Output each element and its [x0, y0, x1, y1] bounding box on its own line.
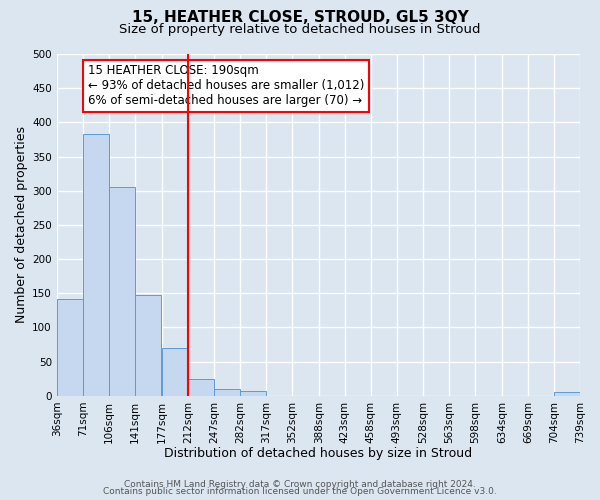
Bar — [83, 134, 109, 396]
Text: 15, HEATHER CLOSE, STROUD, GL5 3QY: 15, HEATHER CLOSE, STROUD, GL5 3QY — [131, 10, 469, 25]
X-axis label: Distribution of detached houses by size in Stroud: Distribution of detached houses by size … — [164, 447, 472, 460]
Bar — [57, 299, 83, 396]
Bar — [214, 389, 240, 396]
Bar — [554, 392, 580, 396]
Text: 15 HEATHER CLOSE: 190sqm
← 93% of detached houses are smaller (1,012)
6% of semi: 15 HEATHER CLOSE: 190sqm ← 93% of detach… — [88, 64, 365, 108]
Y-axis label: Number of detached properties: Number of detached properties — [15, 126, 28, 324]
Bar — [109, 186, 135, 396]
Bar — [240, 391, 266, 396]
Bar — [188, 380, 214, 396]
Text: Size of property relative to detached houses in Stroud: Size of property relative to detached ho… — [119, 22, 481, 36]
Text: Contains HM Land Registry data © Crown copyright and database right 2024.: Contains HM Land Registry data © Crown c… — [124, 480, 476, 489]
Bar — [162, 348, 188, 396]
Text: Contains public sector information licensed under the Open Government Licence v3: Contains public sector information licen… — [103, 487, 497, 496]
Bar — [135, 294, 161, 396]
